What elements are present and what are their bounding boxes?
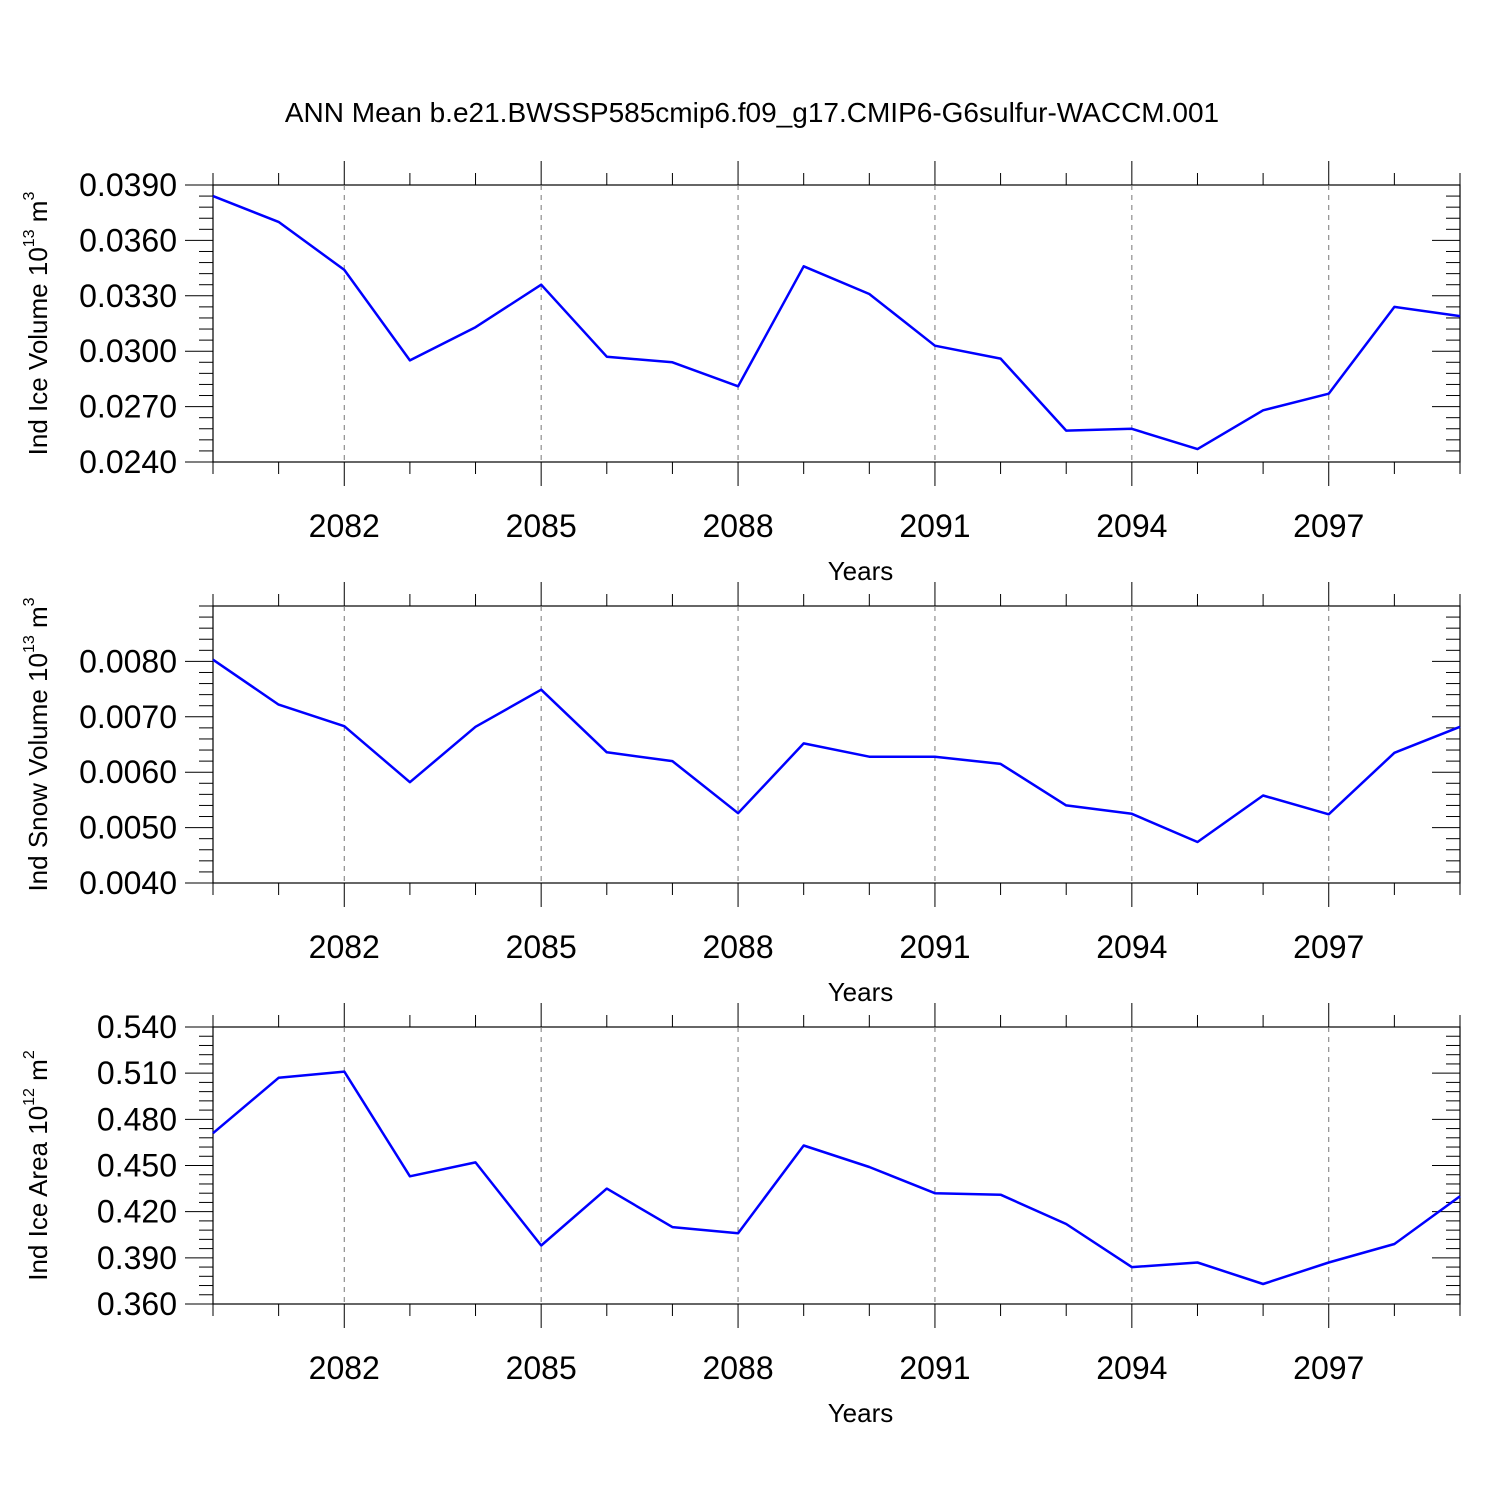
x-tick-label: 2094	[1096, 508, 1167, 544]
y-tick-label: 0.0050	[79, 810, 177, 846]
chart-panel-2: 2082 2085 2088 2091 2094 2097 0.0040 0.0050 0.00…	[21, 582, 1461, 1007]
y-tick-label: 0.0240	[79, 444, 177, 480]
plot-frame	[212, 605, 1461, 884]
x-tick-label: 2082	[309, 1350, 380, 1386]
y-axis-title-unit-exponent: 3	[21, 192, 38, 201]
x-tick-label: 2088	[702, 929, 773, 965]
y-axis-title-main: Ind Ice Volume 10	[23, 247, 53, 455]
y-tick-label: 0.0300	[79, 333, 177, 369]
y-tick-label: 0.360	[97, 1286, 177, 1322]
y-axis-title-exponent: 13	[21, 229, 38, 247]
x-tick-label: 2082	[309, 929, 380, 965]
y-tick-label: 0.0330	[79, 278, 177, 314]
x-axis-title: Years	[828, 1398, 894, 1428]
x-tick-label: 2085	[506, 508, 577, 544]
chart-panel-3: 2082 2085 2088 2091 2094 2097 0.360 0.390 0.420 0…	[21, 1003, 1461, 1428]
y-axis-title-exponent: 12	[21, 1088, 38, 1106]
plot-frame	[212, 1026, 1461, 1305]
x-tick-label: 2094	[1096, 929, 1167, 965]
y-axis-title-main: Ind Ice Area 10	[23, 1106, 53, 1281]
x-tick-label: 2091	[899, 929, 970, 965]
y-tick-label: 0.0390	[79, 167, 177, 203]
y-axis-title-exponent: 13	[21, 635, 38, 653]
x-tick-label: 2091	[899, 1350, 970, 1386]
x-tick-label: 2091	[899, 508, 970, 544]
chart-title: ANN Mean b.e21.BWSSP585cmip6.f09_g17.CMI…	[285, 97, 1219, 128]
panels: 2082 2085 2088 2091 2094 2097 0.0240 0.0270 0.03…	[21, 161, 1461, 1428]
x-axis-title: Years	[828, 977, 894, 1007]
chart-panel-1: 2082 2085 2088 2091 2094 2097 0.0240 0.0270 0.03…	[21, 161, 1461, 586]
y-axis-title-unit-exponent: 3	[21, 597, 38, 606]
y-tick-label: 0.390	[97, 1240, 177, 1276]
x-tick-label: 2085	[506, 1350, 577, 1386]
x-tick-label: 2085	[506, 929, 577, 965]
y-tick-label: 0.0070	[79, 699, 177, 735]
x-tick-label: 2088	[702, 508, 773, 544]
y-tick-label: 0.0360	[79, 222, 177, 258]
y-axis-title: Ind Snow Volume 1013 m3	[21, 597, 53, 891]
x-tick-label: 2097	[1293, 508, 1364, 544]
x-tick-label: 2088	[702, 1350, 773, 1386]
y-tick-label: 0.0080	[79, 643, 177, 679]
y-axis-title: Ind Ice Area 1012 m2	[21, 1050, 53, 1281]
x-tick-label: 2094	[1096, 1350, 1167, 1386]
x-axis-title: Years	[828, 556, 894, 586]
y-tick-label: 0.540	[97, 1009, 177, 1045]
y-axis-title-main: Ind Snow Volume 10	[23, 653, 53, 892]
y-tick-label: 0.0060	[79, 754, 177, 790]
y-tick-label: 0.510	[97, 1055, 177, 1091]
y-tick-label: 0.0040	[79, 865, 177, 901]
y-tick-label: 0.480	[97, 1101, 177, 1137]
y-axis-title-unit: m	[23, 201, 53, 230]
x-tick-label: 2097	[1293, 929, 1364, 965]
data-line	[212, 194, 1461, 451]
y-axis-title-unit-exponent: 2	[21, 1050, 38, 1059]
plot-frame	[212, 184, 1461, 463]
y-tick-label: 0.420	[97, 1194, 177, 1230]
y-axis-title-unit: m	[23, 606, 53, 635]
x-tick-label: 2097	[1293, 1350, 1364, 1386]
y-axis-title: Ind Ice Volume 1013 m3	[21, 192, 53, 456]
y-tick-label: 0.450	[97, 1148, 177, 1184]
y-tick-label: 0.0270	[79, 389, 177, 425]
data-line	[212, 1070, 1461, 1286]
y-axis-title-unit: m	[23, 1059, 53, 1088]
data-line	[212, 658, 1461, 844]
x-tick-label: 2082	[309, 508, 380, 544]
